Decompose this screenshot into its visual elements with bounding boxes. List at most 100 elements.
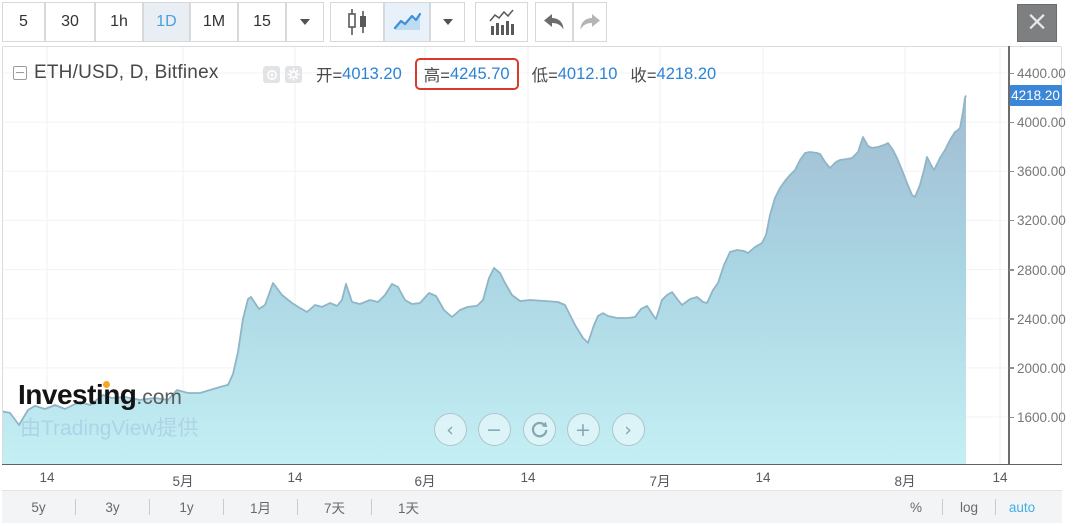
range-button-1天[interactable]: 1天: [397, 501, 419, 516]
price-tick-dash: [1009, 170, 1014, 173]
collapse-legend-icon[interactable]: [13, 66, 27, 80]
price-tick-label: 3200.00: [1017, 213, 1066, 229]
bottom-toolbar: 5y 3y 1y 1月 7天 1天 % log auto: [2, 490, 1062, 523]
interval-button-15[interactable]: 15: [238, 2, 286, 42]
time-axis[interactable]: 14 5月 14 6月 14 7月 14 8月 14: [2, 464, 1062, 490]
ohlc-label: 收=: [630, 67, 657, 85]
price-tick-dash: [1009, 121, 1014, 124]
ohlc-label: 低=: [531, 67, 558, 85]
time-tick-label: 7月: [649, 474, 671, 489]
redo-button[interactable]: [573, 2, 607, 42]
divider: [75, 499, 76, 515]
interval-button-1d[interactable]: 1D: [143, 2, 190, 42]
ohlc-value: 4218.20: [656, 64, 717, 83]
ohlc-item-低: 低= 4012.10: [532, 62, 618, 86]
chart-type-dropdown[interactable]: [430, 2, 465, 42]
pan-left-button[interactable]: ‹: [433, 413, 467, 446]
interval-button-30[interactable]: 30: [45, 2, 95, 42]
zoom-out-button[interactable]: −: [477, 413, 511, 446]
time-tick-label: 14: [520, 470, 536, 485]
time-tick-label: 14: [755, 470, 771, 485]
chevron-down-icon: [442, 19, 453, 25]
time-tick-label: 14: [287, 470, 303, 485]
investing-suffix-text: .com: [136, 386, 182, 409]
settings-gear-icon-chip[interactable]: [285, 66, 302, 83]
price-tick-label: 2800.00: [1017, 262, 1066, 278]
zoom-in-button[interactable]: +: [566, 413, 600, 446]
eye-icon: [266, 69, 277, 80]
range-buttons: 5y 3y 1y 1月 7天 1天: [2, 491, 445, 523]
price-tick-label: 2400.00: [1017, 311, 1066, 327]
scale-button-log[interactable]: log: [959, 499, 978, 515]
scale-button-%[interactable]: %: [909, 499, 922, 515]
tradingview-attribution: 由TradingView提供: [20, 417, 199, 440]
interval-button-1h[interactable]: 1h: [95, 2, 143, 42]
range-button-5y[interactable]: 5y: [31, 499, 46, 515]
undo-button[interactable]: [535, 2, 573, 42]
pan-right-button[interactable]: ›: [611, 413, 645, 446]
price-tick-dash: [1009, 367, 1014, 369]
chart-plot-area[interactable]: [3, 47, 1008, 464]
refresh-icon: [531, 421, 547, 438]
indicators-icon: [488, 9, 514, 35]
divider: [223, 499, 224, 515]
price-area-fill: [3, 95, 966, 464]
price-tick-label: 4000.00: [1017, 115, 1066, 131]
scale-button-auto[interactable]: auto: [1008, 499, 1036, 515]
range-button-1月[interactable]: 1月: [249, 501, 271, 516]
divider: [942, 499, 943, 515]
divider: [371, 499, 372, 515]
price-tick-dash: [1009, 219, 1014, 222]
candlestick-icon: [347, 9, 366, 35]
range-button-1y[interactable]: 1y: [179, 499, 194, 515]
ohlc-readout: 开= 4013.20 高= 4245.70 低= 4012.10 收= 4218.20: [316, 58, 716, 90]
time-tick-label: 5月: [172, 474, 194, 489]
indicators-button[interactable]: [475, 2, 528, 42]
price-tick-label: 1600.00: [1017, 410, 1066, 425]
area-chart-button[interactable]: [384, 2, 430, 42]
interval-dropdown[interactable]: [286, 2, 324, 42]
divider: [995, 499, 996, 515]
price-tick-dash: [1009, 416, 1014, 418]
refresh-button[interactable]: [522, 413, 556, 446]
price-tick-label: 2000.00: [1017, 360, 1066, 376]
ohlc-item-高: 高= 4245.70: [414, 58, 519, 90]
close-button[interactable]: ×: [1017, 4, 1057, 42]
price-tick-label: 3600.00: [1017, 164, 1066, 180]
ohlc-value: 4012.10: [557, 64, 618, 83]
price-tick-dash: [1009, 318, 1014, 320]
interval-button-5[interactable]: 5: [2, 2, 45, 42]
ohlc-value: 4013.20: [342, 64, 402, 83]
ohlc-label: 开=: [316, 67, 343, 85]
divider: [297, 499, 298, 515]
time-tick-label: 8月: [894, 474, 916, 489]
ohlc-value: 4245.70: [449, 64, 510, 83]
area-chart-icon: [393, 12, 421, 30]
candlestick-chart-button[interactable]: [330, 2, 384, 42]
price-tick-dash: [1009, 72, 1014, 74]
ohlc-label: 高=: [423, 67, 450, 85]
time-tick-label: 6月: [414, 474, 436, 489]
investing-brand-text: Investing: [18, 379, 137, 410]
last-price-badge: 4218.20: [1009, 84, 1062, 106]
ohlc-item-开: 开= 4013.20: [316, 62, 402, 86]
interval-button-1m[interactable]: 1M: [190, 2, 238, 42]
logo-orange-dot: [103, 381, 110, 388]
visibility-icon-chip[interactable]: [263, 66, 280, 83]
gear-icon: [287, 68, 300, 81]
investing-logo: Investing.com: [18, 379, 182, 411]
price-axis-line: [1008, 46, 1010, 464]
ohlc-item-收: 收= 4218.20: [630, 62, 716, 86]
price-tick-dash: [1009, 269, 1014, 271]
range-button-7天[interactable]: 7天: [323, 501, 345, 516]
price-line: [3, 95, 967, 426]
range-button-3y[interactable]: 3y: [105, 499, 120, 515]
undo-arrow-icon: [544, 14, 564, 30]
time-tick-label: 14: [992, 470, 1008, 485]
redo-arrow-icon: [580, 14, 600, 30]
scale-buttons: % log auto: [890, 491, 1062, 523]
price-tick-label: 4400.00: [1017, 66, 1066, 81]
chevron-down-icon: [300, 19, 310, 25]
symbol-title: ETH/USD, D, Bitfinex: [34, 62, 219, 83]
time-tick-label: 14: [39, 470, 55, 485]
